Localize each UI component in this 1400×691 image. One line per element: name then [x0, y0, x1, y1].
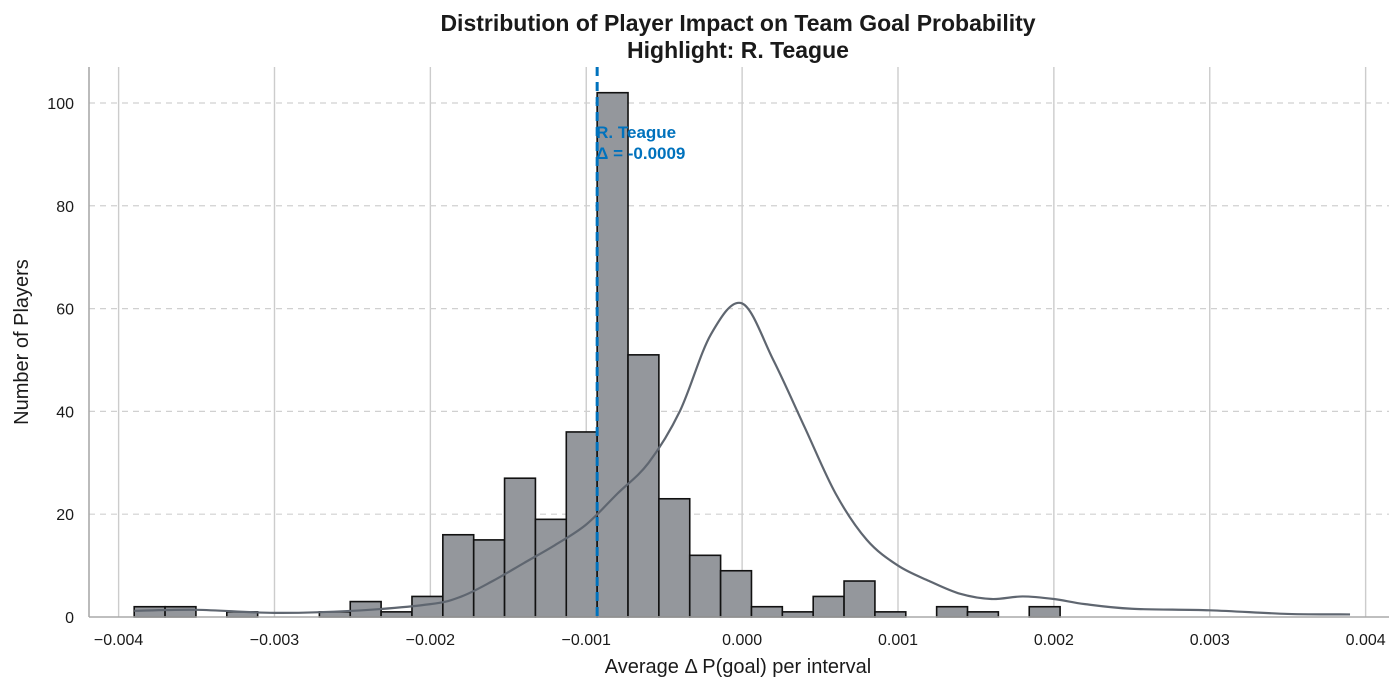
histogram-bar-10	[442, 533, 475, 618]
x-tick-label-8: 0.004	[1346, 632, 1386, 649]
histogram-bar-14	[565, 431, 598, 618]
y-tick-label-4: 80	[56, 199, 74, 216]
histogram-bar-22	[812, 595, 845, 618]
histogram-bar-11	[472, 539, 506, 618]
tick-labels: −0.004 −0.003 −0.002 −0.001 0.000 0.001 0.002 0…	[47, 96, 1385, 649]
x-tick-label-0: −0.004	[94, 632, 143, 649]
y-tick-label-5: 100	[47, 96, 74, 113]
x-tick-label-1: −0.003	[250, 632, 299, 649]
histogram-bar-1	[164, 605, 197, 618]
histogram-bar-23	[843, 580, 876, 618]
x-axis-label: Average Δ P(goal) per interval	[605, 656, 871, 678]
axes	[88, 67, 1389, 618]
histogram-bar-20	[750, 605, 784, 618]
histogram-bar-19	[719, 569, 753, 618]
histogram-bar-29	[1028, 605, 1061, 618]
x-tick-label-7: 0.003	[1190, 632, 1230, 649]
x-tick-label-3: −0.001	[562, 632, 611, 649]
histogram-bar-0	[133, 605, 166, 618]
kde-curve-group	[134, 301, 1351, 616]
y-axis-label: Number of Players	[11, 259, 33, 425]
highlight-group: R. Teague Δ = -0.0009	[595, 67, 685, 617]
kde-curve	[134, 301, 1351, 616]
histogram-bar-12	[503, 477, 537, 618]
histogram-bar-18	[688, 554, 722, 618]
histogram-bars	[133, 91, 1061, 618]
histogram-bar-17	[658, 497, 691, 618]
chart-subtitle: Highlight: R. Teague	[627, 37, 849, 63]
x-tick-label-4: 0.000	[722, 632, 762, 649]
y-tick-label-1: 20	[56, 507, 74, 524]
histogram-bar-16	[627, 354, 660, 618]
y-tick-label-2: 40	[56, 404, 74, 421]
chart-title: Distribution of Player Impact on Team Go…	[440, 10, 1035, 36]
x-tick-label-6: 0.002	[1034, 632, 1074, 649]
y-tick-label-3: 60	[56, 302, 74, 319]
histogram-bar-26	[935, 605, 969, 618]
y-tick-label-0: 0	[65, 610, 74, 627]
x-tick-label-5: 0.001	[878, 632, 918, 649]
x-tick-label-2: −0.002	[406, 632, 455, 649]
histogram-bar-13	[534, 518, 568, 618]
highlight-label-name: R. Teague	[596, 123, 676, 142]
histogram-bar-15	[596, 91, 629, 618]
highlight-label-delta: Δ = -0.0009	[596, 144, 685, 163]
grid-lines	[89, 67, 1389, 617]
